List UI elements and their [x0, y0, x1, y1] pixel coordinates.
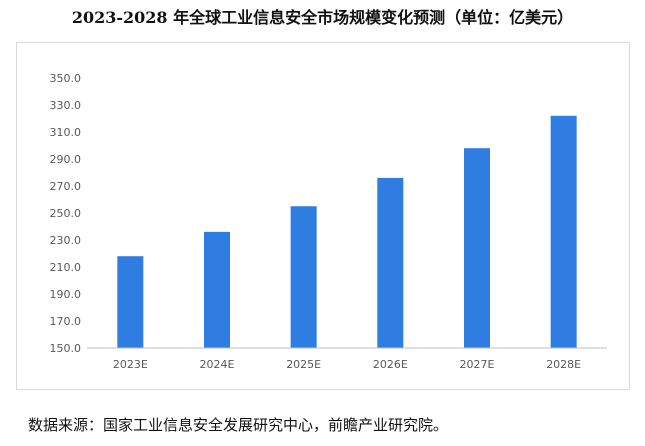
x-tick-label: 2028E [546, 358, 581, 371]
bar-2027E [464, 148, 490, 348]
bar-chart: 150.0 170.0 190.0 210.0 230.0 250.0 270.0 290.0… [50, 72, 607, 371]
bar-2024E [204, 231, 230, 348]
source-note: 数据来源：国家工业信息安全发展研究中心，前瞻产业研究院。 [28, 416, 449, 434]
bar-2025E [290, 206, 317, 348]
x-tick-label: 2023E [113, 358, 148, 371]
bar-2023E [117, 256, 144, 348]
y-tick-label: 150.0 [50, 342, 82, 355]
y-tick-label: 170.0 [50, 315, 82, 328]
chart-panel: 150.0 170.0 190.0 210.0 230.0 250.0 270.0 290.0… [16, 42, 630, 390]
y-tick-label: 230.0 [50, 234, 82, 247]
bars [117, 115, 577, 348]
y-tick-label: 190.0 [50, 288, 82, 301]
y-tick-label: 330.0 [50, 99, 82, 112]
bar-2028E [550, 115, 577, 348]
x-tick-label: 2024E [200, 358, 235, 371]
x-tick-label: 2027E [460, 358, 495, 371]
y-tick-label: 250.0 [50, 207, 82, 220]
y-tick-label: 310.0 [50, 126, 82, 139]
y-tick-label: 210.0 [50, 261, 82, 274]
x-tick-label: 2026E [373, 358, 408, 371]
y-axis-ticks: 150.0 170.0 190.0 210.0 230.0 250.0 270.0 290.0… [50, 72, 82, 355]
y-tick-label: 270.0 [50, 180, 82, 193]
y-tick-label: 350.0 [50, 72, 82, 85]
bar-2026E [377, 177, 404, 348]
x-tick-label: 2025E [286, 358, 321, 371]
chart-title: 2023-2028 年全球工业信息安全市场规模变化预测（单位：亿美元） [71, 8, 574, 27]
x-axis-labels: 2023E 2024E 2025E 2026E 2027E 2028E [113, 358, 581, 371]
y-tick-label: 290.0 [50, 153, 82, 166]
